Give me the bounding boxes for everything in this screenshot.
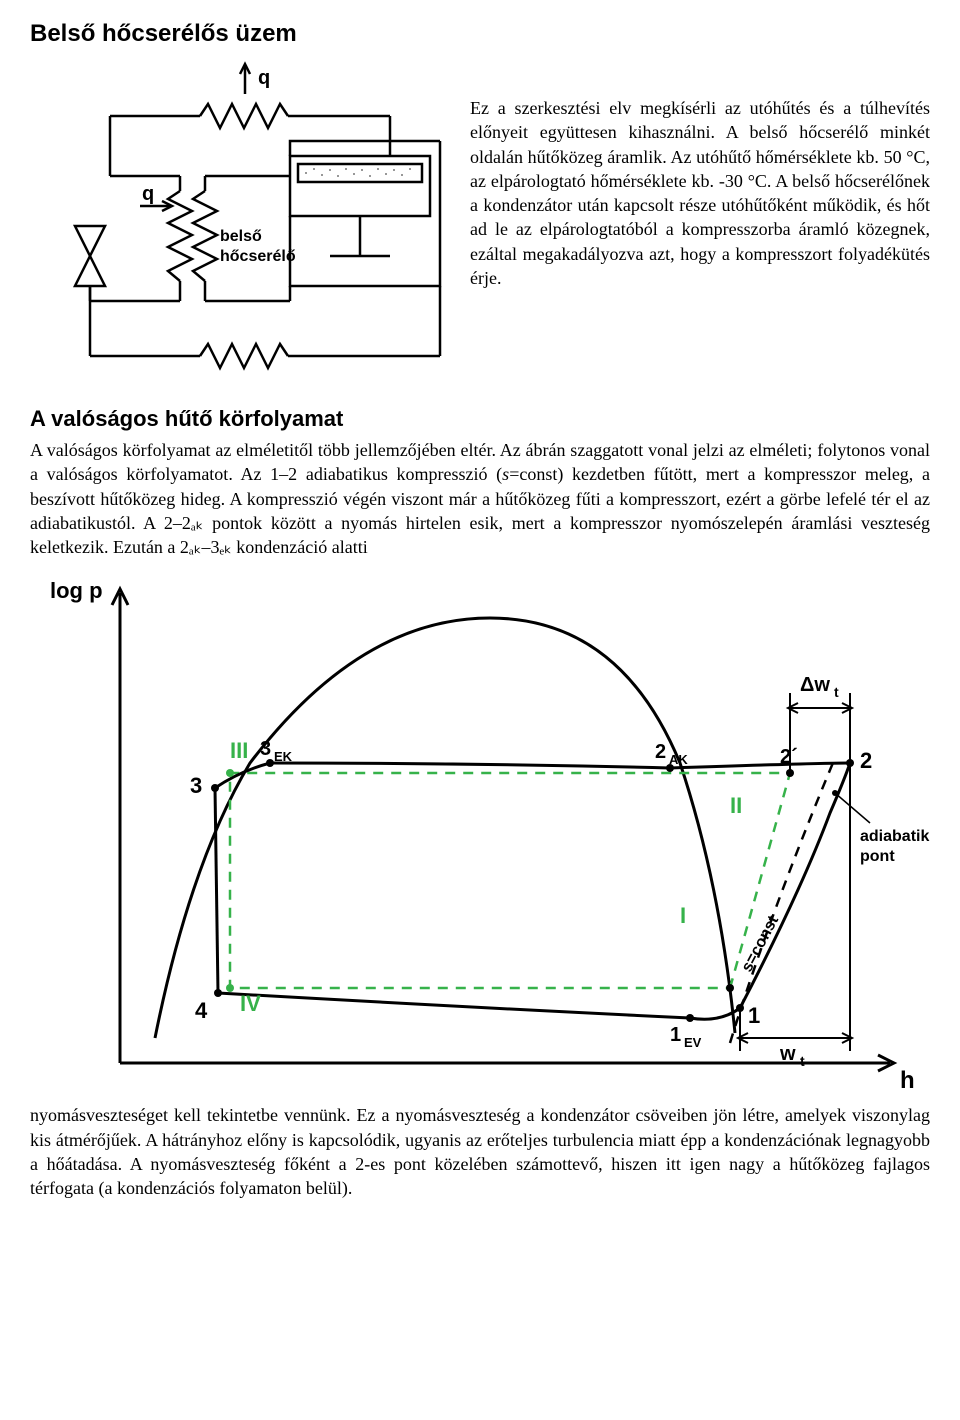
intro-paragraph: Ez a szerkesztési elv megkísérli az utóh… xyxy=(470,56,930,290)
label-region-I: I xyxy=(680,903,686,928)
svg-text:2´: 2´ xyxy=(780,746,798,768)
intro-block: q xyxy=(30,56,930,396)
label-region-IV: IV xyxy=(240,991,261,1016)
svg-text:belső: belső xyxy=(220,228,262,245)
svg-text:2: 2 xyxy=(655,741,666,763)
label-dwt: Δw xyxy=(800,674,830,696)
svg-text:2: 2 xyxy=(860,748,872,773)
body-paragraph-1: A valóságos körfolyamat az elméletitől t… xyxy=(30,438,930,559)
label-adiabatic-1: adiabatikus xyxy=(860,828,930,845)
label-region-II: II xyxy=(730,793,742,818)
svg-text:EV: EV xyxy=(684,1035,702,1050)
svg-text:3: 3 xyxy=(260,738,271,760)
svg-text:q: q xyxy=(142,183,154,205)
svg-text:hőcserélő: hőcserélő xyxy=(220,248,296,265)
svg-text:4: 4 xyxy=(195,998,208,1023)
svg-text:3: 3 xyxy=(190,773,202,798)
label-wt: w xyxy=(779,1043,796,1065)
axis-x-label: h xyxy=(900,1067,915,1094)
section-title: A valóságos hűtő körfolyamat xyxy=(30,406,930,432)
label-region-III: III xyxy=(230,738,248,763)
body-paragraph-2: nyomásveszteséget kell tekintetbe vennün… xyxy=(30,1103,930,1200)
svg-text:t: t xyxy=(800,1053,805,1069)
svg-text:AK: AK xyxy=(669,752,688,767)
svg-text:1: 1 xyxy=(670,1024,681,1046)
svg-text:1: 1 xyxy=(748,1003,760,1028)
ph-diagram: log p h s=const xyxy=(30,563,930,1103)
axis-y-label: log p xyxy=(50,578,103,603)
svg-text:EK: EK xyxy=(274,749,293,764)
label-adiabatic-2: pont xyxy=(860,848,895,865)
schematic-diagram: q xyxy=(30,56,450,396)
svg-text:t: t xyxy=(834,684,839,700)
page-title: Belső hőcserélős üzem xyxy=(30,20,930,48)
svg-text:q: q xyxy=(258,67,270,89)
